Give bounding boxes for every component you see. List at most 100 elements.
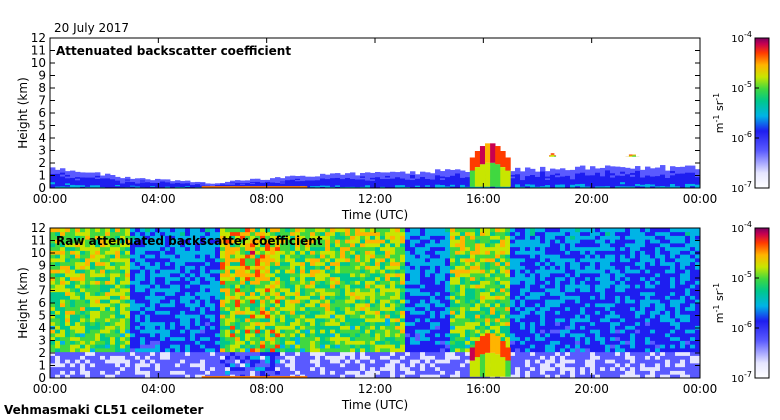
raw-cell xyxy=(60,314,66,319)
raw-cell xyxy=(175,295,181,300)
bl-cell xyxy=(65,177,71,180)
bl-cell xyxy=(520,173,526,176)
raw-cell xyxy=(235,288,241,293)
bl-cell xyxy=(680,166,686,170)
raw-cell xyxy=(350,265,356,270)
raw-cell xyxy=(410,299,416,304)
raw-cell xyxy=(475,235,481,240)
raw-cell xyxy=(315,254,321,259)
bl-cell xyxy=(680,185,686,189)
bl-cell xyxy=(355,185,361,188)
raw-cell xyxy=(115,363,121,368)
raw-cell xyxy=(60,261,66,266)
raw-cell xyxy=(55,355,61,360)
raw-cell xyxy=(260,295,266,300)
raw-cell xyxy=(120,314,126,319)
raw-cell xyxy=(415,235,421,240)
raw-cell xyxy=(315,280,321,285)
raw-cell xyxy=(370,370,376,375)
raw-cell xyxy=(285,370,291,375)
raw-cell xyxy=(175,228,181,233)
raw-cell xyxy=(200,325,206,330)
raw-cell xyxy=(385,303,391,308)
raw-cell xyxy=(170,348,176,353)
raw-cell xyxy=(400,299,406,304)
raw-cell xyxy=(210,348,216,353)
raw-cell xyxy=(115,295,121,300)
raw-cell xyxy=(485,325,491,330)
raw-cell xyxy=(240,258,246,263)
raw-cell xyxy=(165,265,171,270)
raw-cell xyxy=(165,329,171,334)
raw-cell xyxy=(365,269,371,274)
raw-cell xyxy=(100,314,106,319)
raw-cell xyxy=(330,231,336,236)
raw-cell xyxy=(445,276,451,281)
raw-cell xyxy=(165,325,171,330)
bl-cell xyxy=(410,184,416,187)
raw-cell xyxy=(275,269,281,274)
bl-cell xyxy=(675,185,681,189)
raw-cell xyxy=(220,340,226,345)
raw-cell xyxy=(155,348,161,353)
raw-cell xyxy=(255,306,261,311)
raw-cell xyxy=(490,261,496,266)
raw-cell xyxy=(120,363,126,368)
raw-cell xyxy=(460,288,466,293)
bl-cell xyxy=(600,169,606,173)
bl-cell xyxy=(295,177,301,179)
raw-cell xyxy=(130,359,136,364)
raw-cell xyxy=(120,370,126,375)
raw-cell xyxy=(190,325,196,330)
raw-cell xyxy=(415,273,421,278)
raw-cell xyxy=(120,276,126,281)
raw-cell xyxy=(470,314,476,319)
raw-cell xyxy=(120,246,126,251)
bl-cell xyxy=(350,186,356,189)
raw-cell xyxy=(140,291,146,296)
raw-cell xyxy=(230,288,236,293)
raw-cell xyxy=(405,333,411,338)
bl-cell xyxy=(530,172,536,175)
raw-cell xyxy=(345,344,351,349)
raw-cell xyxy=(90,269,96,274)
raw-cell xyxy=(385,291,391,296)
raw-cell xyxy=(315,258,321,263)
raw-cell xyxy=(250,284,256,289)
bl-cell xyxy=(525,183,531,187)
raw-cell xyxy=(295,321,301,326)
raw-cell xyxy=(250,351,256,356)
raw-cell xyxy=(295,340,301,345)
raw-cell xyxy=(230,261,236,266)
bl-cell xyxy=(90,175,96,178)
raw-cell xyxy=(95,314,101,319)
bl-cell xyxy=(525,167,531,170)
raw-cell xyxy=(485,250,491,255)
raw-cell xyxy=(310,288,316,293)
raw-cell xyxy=(465,351,471,356)
raw-cell xyxy=(135,363,141,368)
bl-cell xyxy=(90,177,96,180)
raw-cell xyxy=(140,359,146,364)
raw-cell xyxy=(110,374,116,379)
bl-cell xyxy=(655,181,661,185)
raw-cell xyxy=(160,291,166,296)
raw-cell xyxy=(135,351,141,356)
bl-cell xyxy=(95,172,101,175)
bl-cell xyxy=(305,177,311,180)
raw-cell xyxy=(370,239,376,244)
raw-cell xyxy=(315,246,321,251)
bl-cell xyxy=(55,175,61,178)
raw-cell xyxy=(390,336,396,341)
raw-cell xyxy=(345,329,351,334)
raw-cell xyxy=(70,351,76,356)
raw-cell xyxy=(440,239,446,244)
bl-cell xyxy=(405,177,411,180)
raw-cell xyxy=(90,280,96,285)
raw-cell xyxy=(325,359,331,364)
bl-cell xyxy=(400,174,406,177)
bl-cell xyxy=(230,180,236,182)
raw-cell xyxy=(415,359,421,364)
bl-cell xyxy=(75,173,81,176)
raw-cell xyxy=(115,239,121,244)
